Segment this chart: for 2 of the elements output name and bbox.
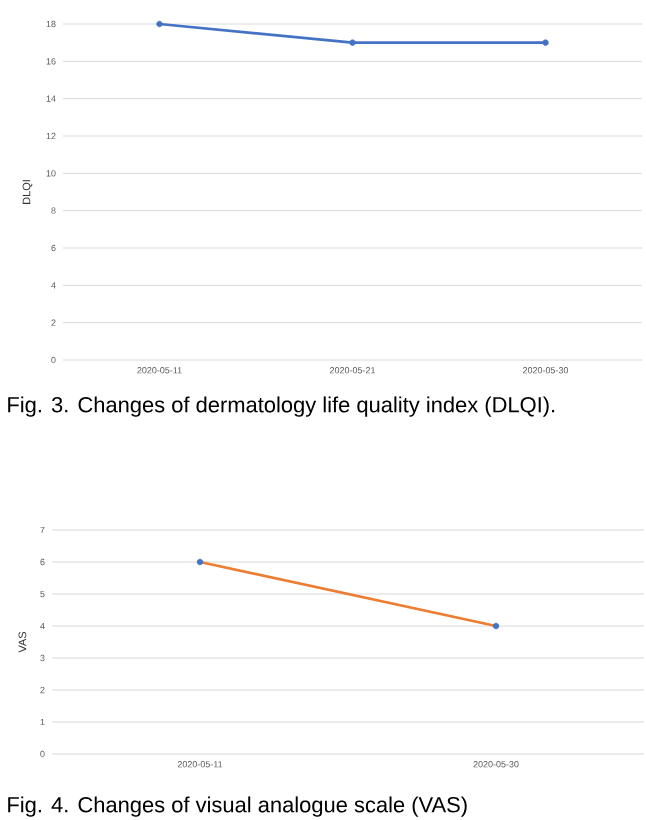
caption: Fig. 4. Changes of visual analogue scale (VAS) [8,796,467,817]
caption: Fig. 3. Changes of dermatology life quality index (DLQI). [8,396,555,417]
